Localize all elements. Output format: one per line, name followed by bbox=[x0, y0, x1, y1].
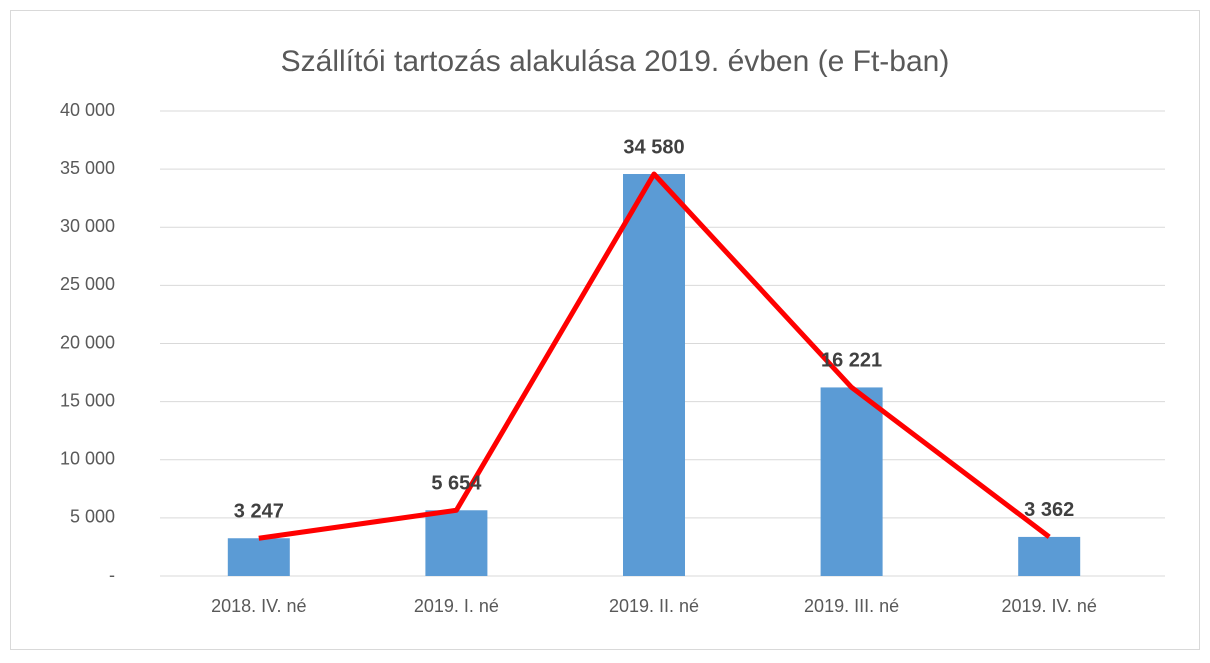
data-label: 16 221 bbox=[821, 350, 882, 372]
y-tick-label: 30 000 bbox=[60, 216, 115, 236]
bar bbox=[1018, 536, 1081, 576]
y-tick-label: 15 000 bbox=[60, 390, 115, 410]
bar bbox=[425, 510, 488, 576]
x-tick-label: 2018. IV. né bbox=[211, 596, 306, 616]
x-tick-label: 2019. II. né bbox=[609, 596, 699, 616]
data-label: 34 580 bbox=[623, 136, 684, 158]
y-tick-label: - bbox=[109, 565, 115, 585]
data-label: 3 362 bbox=[1024, 499, 1074, 521]
y-tick-label: 5 000 bbox=[70, 507, 115, 527]
data-label: 3 247 bbox=[234, 501, 284, 523]
x-tick-label: 2019. I. né bbox=[414, 596, 499, 616]
x-tick-label: 2019. IV. né bbox=[1001, 596, 1096, 616]
chart-border bbox=[10, 10, 1200, 650]
bar bbox=[227, 538, 290, 576]
line bbox=[258, 171, 1051, 541]
y-tick-label: 35 000 bbox=[60, 158, 115, 178]
data-label: 5 654 bbox=[431, 473, 482, 495]
x-tick-label: 2019. III. né bbox=[804, 596, 899, 616]
y-tick-label: 20 000 bbox=[60, 332, 115, 352]
y-tick-label: 10 000 bbox=[60, 449, 115, 469]
y-tick-label: 25 000 bbox=[60, 274, 115, 294]
chart-title: Szállítói tartozás alakulása 2019. évben… bbox=[281, 45, 950, 78]
bar bbox=[623, 174, 685, 576]
bar bbox=[820, 387, 883, 576]
y-tick-label: 40 000 bbox=[60, 100, 115, 120]
